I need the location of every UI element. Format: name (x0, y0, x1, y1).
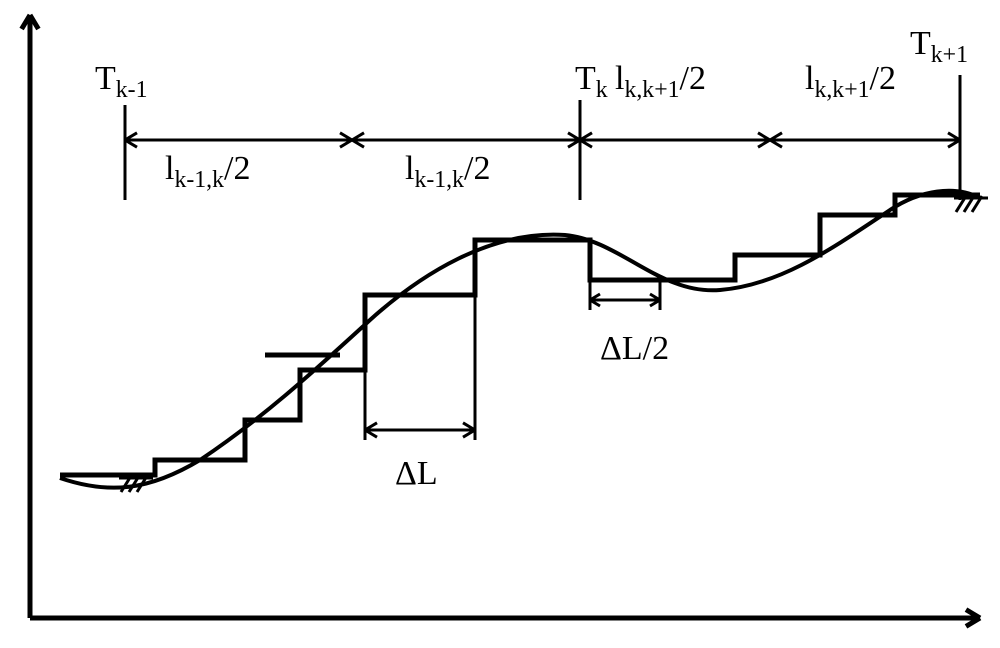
label-l-km1k-left: lk-1,k/2 (165, 150, 250, 194)
label-T-k-minus-1: Tk-1 (95, 60, 148, 104)
label-l-km1k-right: lk-1,k/2 (405, 150, 490, 194)
label-T-k-plus-1: Tk+1 (910, 25, 968, 69)
label-T-k: Tk (575, 60, 608, 104)
label-delta-L-half: ΔL/2 (600, 330, 669, 368)
label-delta-L: ΔL (395, 455, 438, 493)
label-l-kkp1-left: lk,k+1/2 (615, 60, 706, 104)
label-l-kkp1-right: lk,k+1/2 (805, 60, 896, 104)
diagram-container: Tk-1 Tk Tk+1 lk-1,k/2 lk-1,k/2 lk,k+1/2 … (0, 0, 1000, 648)
